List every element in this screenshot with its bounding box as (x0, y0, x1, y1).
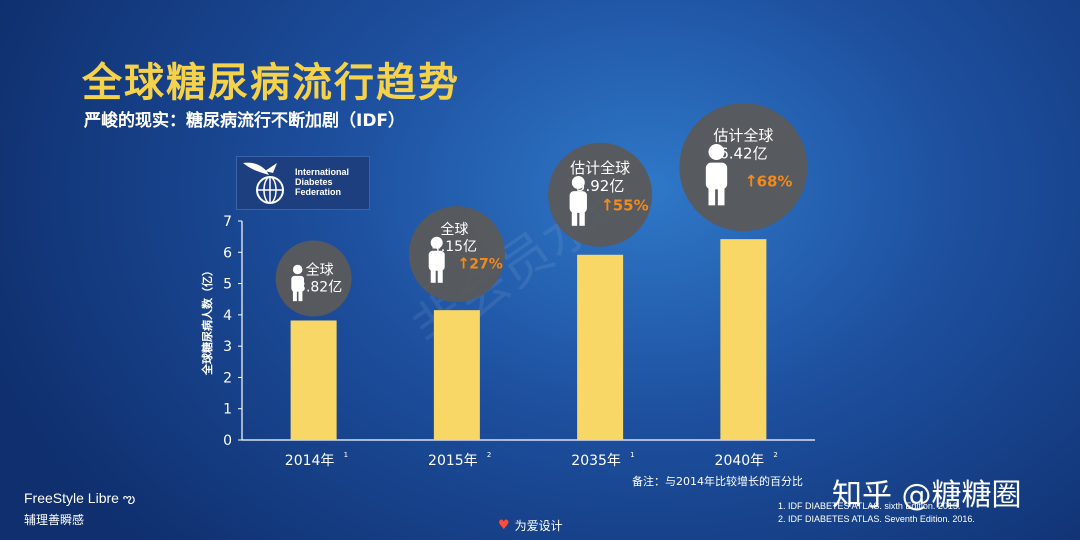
x-tick-label: 2035年 (571, 453, 621, 469)
callout-circle (679, 103, 808, 232)
callout-text: 全球 (440, 221, 468, 238)
references: 1. IDF DIABETES ATLAS. sixth Edition. 20… (778, 500, 975, 526)
callout-bubble: 全球3.82亿 (275, 240, 352, 317)
bar (433, 310, 480, 440)
person-icon (705, 143, 728, 206)
page-title: 全球糖尿病流行趋势 (82, 60, 460, 106)
callout-text: 4.15亿 (432, 239, 477, 255)
person-icon (569, 175, 587, 226)
y-axis-label: 全球糖尿病人数（亿） (200, 265, 214, 376)
growth-label: 27% (469, 257, 503, 273)
y-tick-label: 1 (223, 402, 232, 418)
callout-text: 全球 (306, 261, 334, 278)
callout-text: 6.42亿 (719, 144, 767, 162)
callout-bubble: 全球4.15亿↑ 27% (408, 206, 505, 303)
person-leg (708, 186, 716, 206)
person-leg (430, 268, 436, 283)
person-leg (571, 210, 578, 226)
x-tick-label: 2040年 (715, 453, 765, 469)
person-head (292, 264, 303, 275)
reference-item: 2. IDF DIABETES ATLAS. Seventh Edition. … (778, 514, 975, 524)
person-body (705, 162, 728, 190)
y-tick-label: 5 (223, 277, 232, 293)
bar (577, 254, 624, 440)
idf-bird-globe-icon (243, 162, 284, 204)
person-head (708, 143, 725, 160)
bar (290, 320, 337, 440)
person-leg (298, 290, 303, 302)
up-arrow-icon: ↑ (601, 195, 614, 214)
y-tick-label: 4 (223, 308, 232, 324)
page-subtitle: 严峻的现实：糖尿病流行不断加剧（IDF） (84, 111, 406, 131)
brand-name-en: FreeStyle Libre ఌ (24, 490, 135, 510)
reference-item: 1. IDF DIABETES ATLAS. sixth Edition. 20… (778, 501, 961, 511)
person-icon (291, 264, 304, 302)
up-arrow-icon: ↑ (745, 171, 758, 190)
x-tick-label: 2015年 (428, 453, 478, 469)
person-leg (437, 268, 443, 283)
person-head (430, 236, 443, 249)
y-tick-label: 6 (223, 245, 232, 261)
y-tick-label: 7 (223, 214, 232, 230)
callout-text: 估计全球 (570, 159, 630, 177)
x-tick-ref: 1 (630, 451, 634, 459)
person-body (569, 191, 587, 213)
growth-label: 55% (613, 196, 649, 214)
design-tag-text: 为爱设计 (514, 519, 563, 533)
chart-footnote: 备注：与2014年比较增长的百分比 (632, 475, 803, 488)
x-tick-ref: 1 (344, 451, 348, 459)
person-leg (717, 186, 725, 206)
butterfly-icon: ఌ (122, 490, 136, 506)
idf-logo-text: International Diabetes Federation (295, 167, 350, 197)
person-body (428, 250, 445, 271)
y-tick-label: 0 (223, 433, 232, 449)
up-arrow-icon: ↑ (457, 255, 470, 273)
x-tick-label: 2014年 (285, 453, 335, 469)
brand-en-text: FreeStyle Libre (24, 490, 119, 506)
y-tick-label: 3 (223, 339, 232, 355)
heart-icon: ♥ (498, 518, 510, 533)
person-leg (292, 290, 297, 302)
callout-text: 5.92亿 (576, 177, 624, 195)
y-tick-label: 2 (223, 370, 232, 386)
design-tag: ♥ 为爱设计 (498, 517, 563, 534)
callout-text: 3.82亿 (297, 279, 342, 295)
x-tick-ref: 2 (487, 451, 491, 459)
person-head (571, 175, 585, 189)
zhihu-watermark: 知乎 @糖糖圈 (832, 478, 1022, 513)
person-icon (428, 236, 445, 283)
idf-logo: International Diabetes Federation (236, 156, 370, 210)
callout-text: 估计全球 (713, 126, 773, 144)
person-leg (579, 210, 585, 226)
freestyle-libre-logo: FreeStyle Libre ఌ 辅理善瞬感 (24, 490, 135, 528)
x-tick-ref: 2 (773, 451, 777, 459)
growth-label: 68% (757, 172, 793, 190)
person-body (291, 275, 304, 292)
bar (720, 239, 767, 440)
brand-name-cn: 辅理善瞬感 (24, 513, 85, 527)
